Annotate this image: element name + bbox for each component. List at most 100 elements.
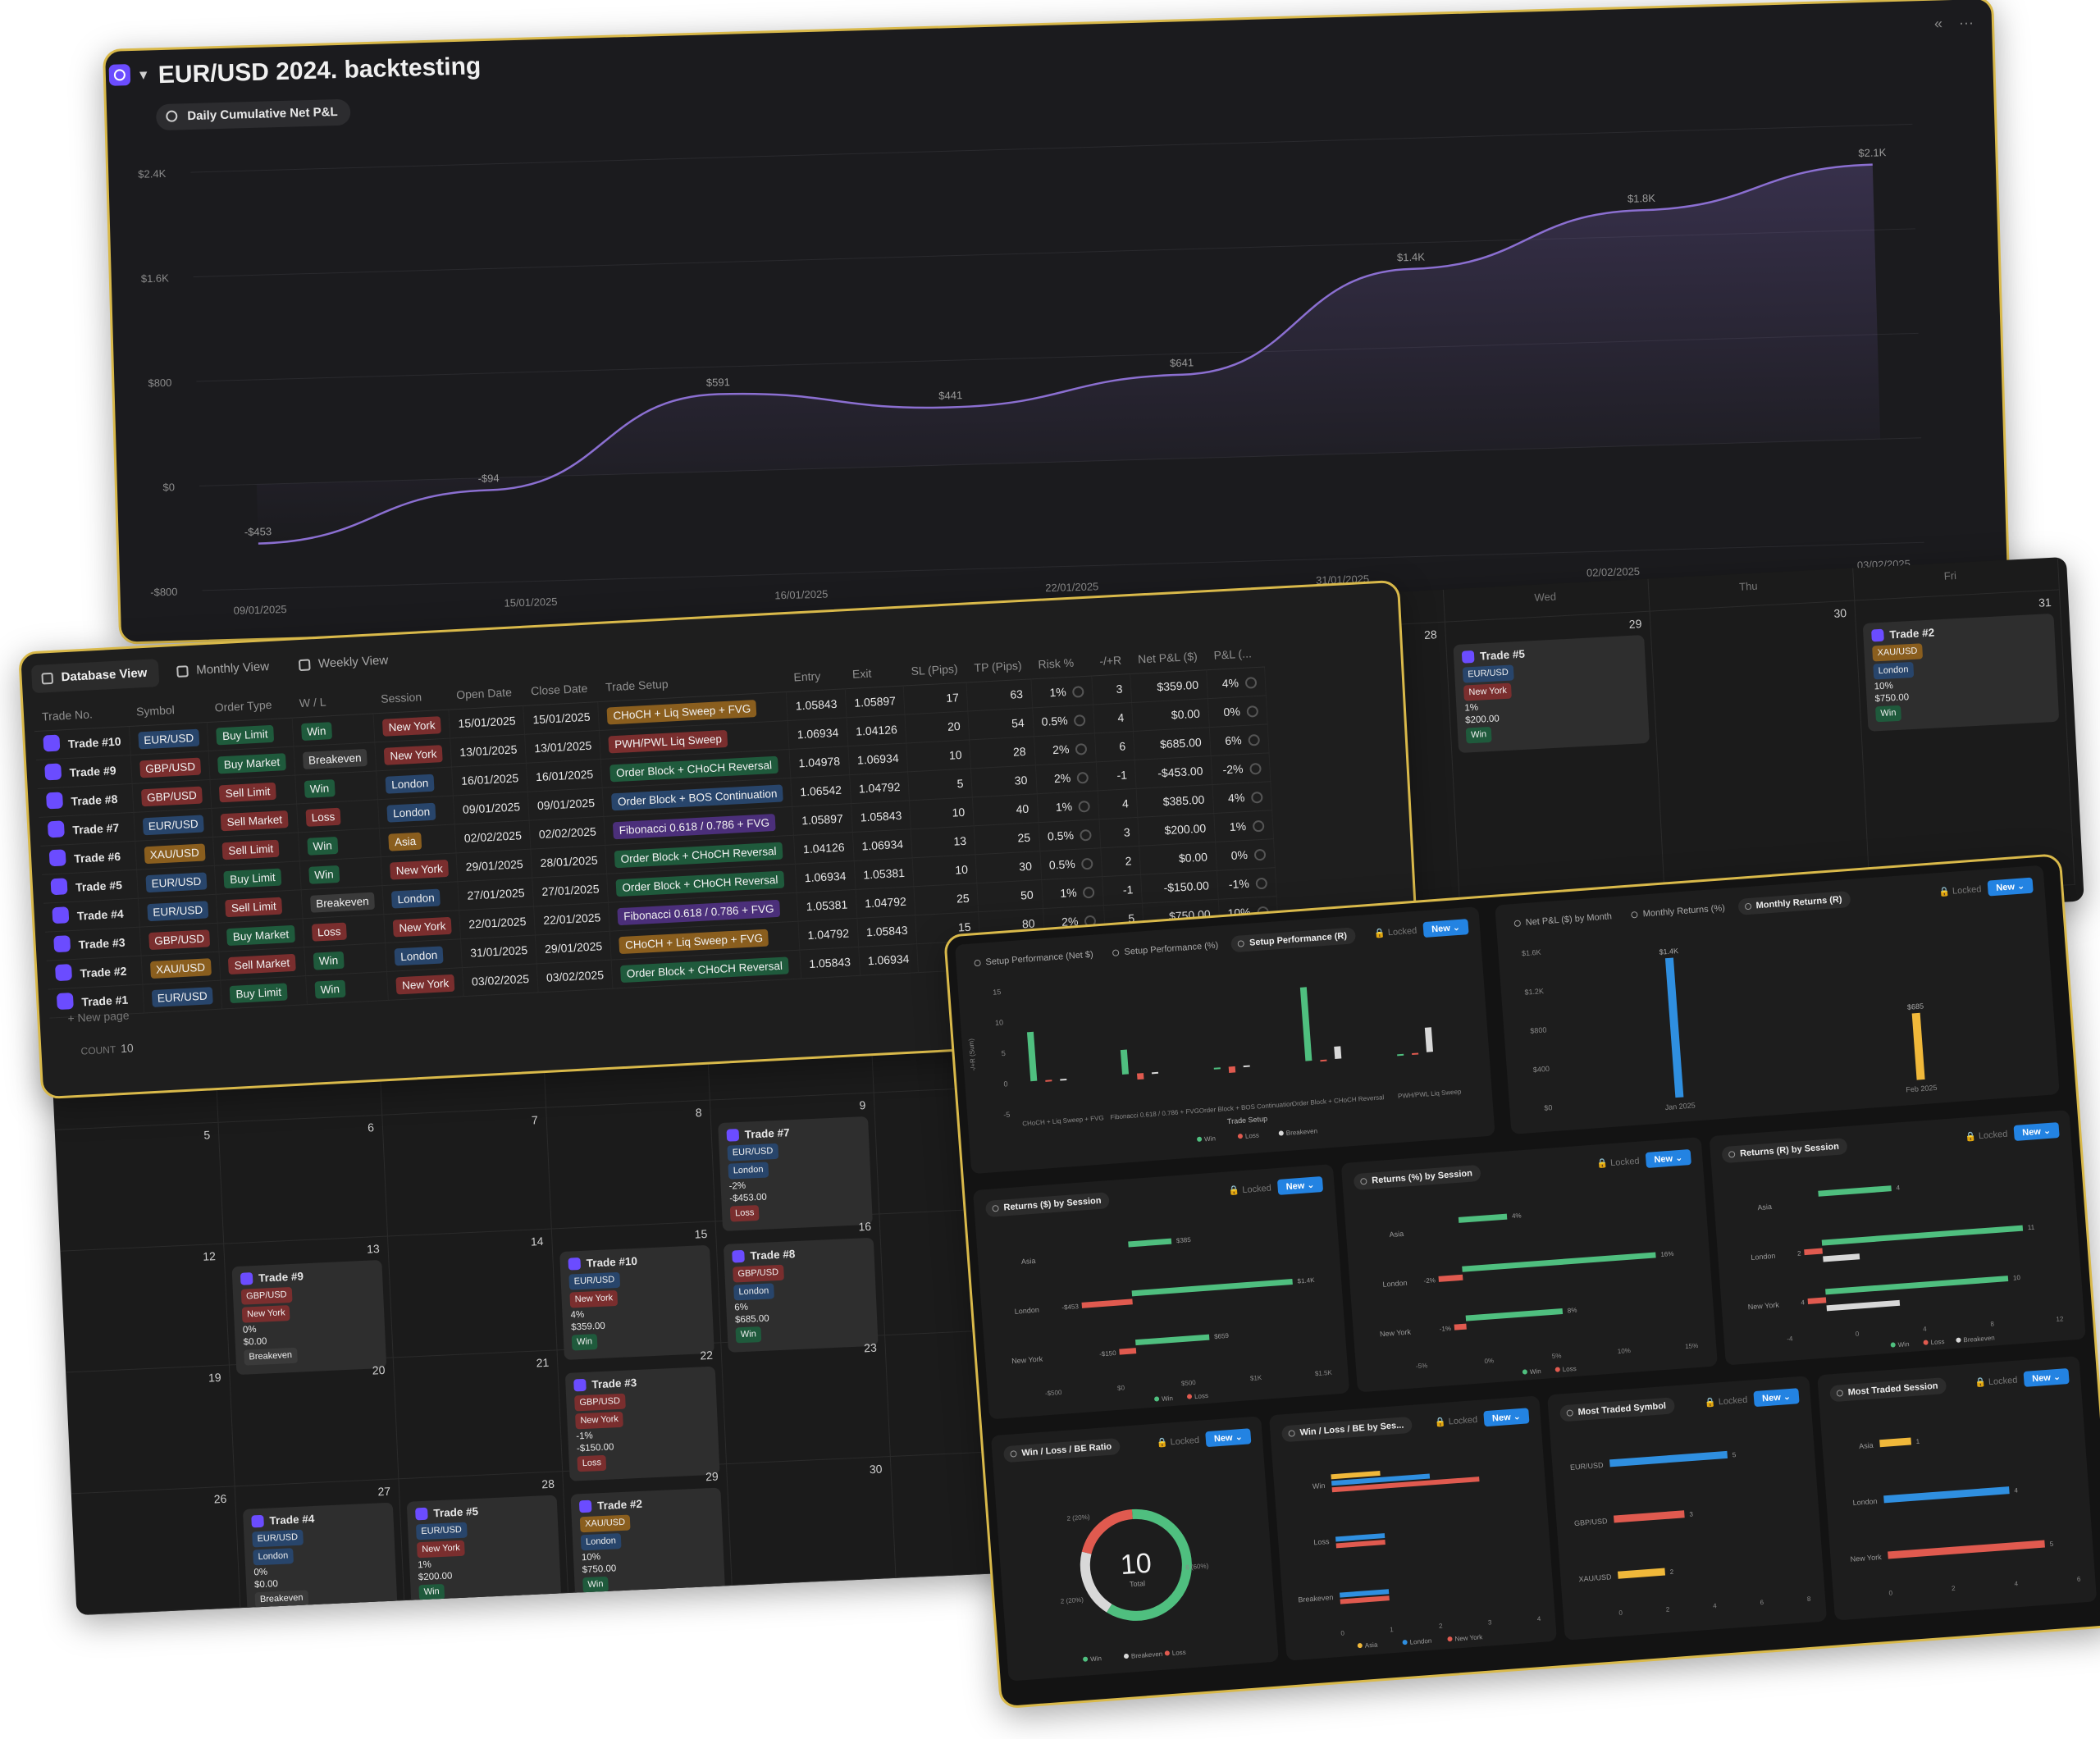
trade-name[interactable]: Trade #9 bbox=[44, 764, 116, 781]
count-value: 10 bbox=[120, 1041, 135, 1056]
chart-tab[interactable]: Returns ($) by Session bbox=[984, 1192, 1111, 1218]
new-button[interactable]: New ⌄ bbox=[1422, 919, 1469, 938]
pnl-percent: 0% bbox=[1230, 847, 1249, 862]
card-trade-name: Trade #10 bbox=[568, 1252, 702, 1270]
chart-tab[interactable]: Returns (R) by Session bbox=[1721, 1138, 1848, 1164]
entry-price: 1.04978 bbox=[789, 746, 850, 778]
chart-tab[interactable]: Win / Loss / BE Ratio bbox=[1002, 1437, 1121, 1463]
new-button[interactable]: New ⌄ bbox=[2023, 1367, 2070, 1387]
win-loss-tag: Breakeven bbox=[302, 748, 368, 769]
calendar-day-cell[interactable]: 9 Trade #7 EUR/USD London -2% -$453.00 Loss bbox=[710, 1093, 880, 1232]
trade-setup-tag: PWH/PWL Liq Sweep bbox=[608, 729, 728, 753]
calendar-day-cell[interactable]: 12 bbox=[60, 1244, 230, 1373]
trade-name[interactable]: Trade #6 bbox=[49, 850, 121, 867]
day-number: 28 bbox=[1423, 628, 1438, 642]
calendar-day-cell[interactable]: 22 Trade #3 GBP/USD New York -1% -$150.00 Loss bbox=[557, 1343, 728, 1481]
calendar-day-cell[interactable]: 29 Trade #5 EUR/USD New York 1% $200.00 Win bbox=[1445, 611, 1666, 918]
calendar-trade-card[interactable]: Trade #4 EUR/USD London 0% $0.00 Breakeven bbox=[242, 1502, 398, 1616]
calendar-day-cell[interactable]: 8 bbox=[546, 1100, 716, 1230]
tab-monthly-view[interactable]: Monthly View bbox=[166, 652, 281, 686]
calendar-trade-card[interactable]: Trade #2 XAU/USD London 10% $750.00 Win bbox=[570, 1487, 726, 1603]
session-tag: London bbox=[391, 888, 441, 909]
card-value: $750.00 bbox=[1874, 692, 1910, 705]
new-button[interactable]: New ⌄ bbox=[1277, 1175, 1324, 1195]
chart-tab[interactable]: Setup Performance (%) bbox=[1106, 937, 1227, 962]
order-type-tag: Sell Limit bbox=[219, 782, 276, 802]
calendar-day-cell[interactable]: 5 bbox=[54, 1122, 225, 1252]
calendar-day-cell[interactable]: 16 Trade #8 GBP/USD London 6% $685.00 Win bbox=[715, 1214, 886, 1353]
tab-weekly-view[interactable]: Weekly View bbox=[288, 646, 400, 680]
symbol-tag: GBP/USD bbox=[139, 757, 202, 778]
card-trade-name: Trade #3 bbox=[573, 1373, 708, 1391]
calendar-trade-card[interactable]: Trade #9 GBP/USD New York 0% $0.00 Breakeven bbox=[231, 1259, 387, 1376]
progress-ring-icon bbox=[1074, 714, 1086, 727]
risk-cell: 0.5% bbox=[1039, 847, 1103, 880]
calendar-day-cell[interactable]: 27 Trade #4 EUR/USD London 0% $0.00 Breakeven bbox=[235, 1479, 405, 1616]
legend-swatch bbox=[1890, 1342, 1896, 1348]
order-type-cell: Sell Limit bbox=[210, 775, 297, 809]
trade-name[interactable]: Trade #7 bbox=[48, 821, 120, 838]
trade-name[interactable]: Trade #3 bbox=[53, 936, 126, 953]
chart-tab[interactable]: Monthly Returns (R) bbox=[1737, 890, 1851, 915]
calendar-day-cell[interactable]: 29 Trade #2 XAU/USD London 10% $750.00 Win bbox=[563, 1464, 733, 1603]
bar bbox=[1151, 1071, 1159, 1075]
calendar-day-cell[interactable]: 13 Trade #9 GBP/USD New York 0% $0.00 Breakeve… bbox=[224, 1236, 394, 1376]
new-button[interactable]: New ⌄ bbox=[1753, 1388, 1800, 1408]
trade-name[interactable]: Trade #2 bbox=[55, 965, 127, 982]
chart-tab[interactable]: Net P&L ($) by Month bbox=[1507, 908, 1620, 933]
new-button[interactable]: New ⌄ bbox=[1987, 877, 2034, 897]
calendar-day-cell[interactable]: 7 bbox=[382, 1107, 552, 1237]
chart-tab[interactable]: Most Traded Symbol bbox=[1559, 1397, 1675, 1422]
calendar-trade-card[interactable]: Trade #3 GBP/USD New York -1% -$150.00 Loss bbox=[564, 1366, 720, 1481]
calendar-day-cell[interactable]: 26 bbox=[71, 1486, 241, 1616]
trade-name[interactable]: Trade #1 bbox=[57, 993, 129, 1011]
trade-name[interactable]: Trade #10 bbox=[43, 735, 121, 752]
chart-tab[interactable]: Monthly Returns (%) bbox=[1624, 899, 1733, 924]
column-header: P&L (... bbox=[1204, 638, 1265, 670]
locked-label: 🔒 Locked bbox=[1434, 1414, 1478, 1428]
new-button[interactable]: New ⌄ bbox=[2013, 1122, 2060, 1142]
chart-tab[interactable]: Most Traded Session bbox=[1829, 1376, 1947, 1403]
calendar-day-cell[interactable]: 28 Trade #5 EUR/USD New York 1% $200.00 Win bbox=[399, 1472, 568, 1610]
calendar-day-cell[interactable]: 30 bbox=[727, 1457, 897, 1586]
calendar-trade-card[interactable]: Trade #7 EUR/USD London -2% -$453.00 Loss bbox=[718, 1116, 873, 1232]
new-button[interactable]: New ⌄ bbox=[1483, 1408, 1530, 1427]
session-tag: New York bbox=[382, 715, 442, 737]
calendar-day-cell[interactable]: 14 bbox=[388, 1229, 558, 1358]
calendar-trade-card[interactable]: Trade #10 EUR/USD New York 4% $359.00 Win bbox=[559, 1244, 714, 1360]
calendar-trade-card[interactable]: Trade #5 EUR/USD New York 1% $200.00 Win bbox=[406, 1495, 562, 1610]
chart-toolbar: 🔒 Locked New ⌄ bbox=[1704, 1388, 1800, 1410]
tab-database-view[interactable]: Database View bbox=[30, 659, 160, 694]
calendar-trade-card[interactable]: Trade #2 XAU/USD London 10% $750.00 Win bbox=[1862, 613, 2060, 732]
calendar-day-cell[interactable]: 21 bbox=[393, 1350, 564, 1480]
risk-cell: 0.5% bbox=[1032, 704, 1095, 737]
card-tag: New York bbox=[569, 1289, 619, 1308]
calendar-day-cell[interactable]: 20 bbox=[229, 1358, 399, 1487]
card-value: $200.00 bbox=[1464, 714, 1500, 726]
trade-name[interactable]: Trade #8 bbox=[46, 792, 118, 810]
calendar-day-cell[interactable]: 31 Trade #2 XAU/USD London 10% $750.00 Win bbox=[1855, 590, 2075, 897]
chart-tab[interactable]: Setup Performance (R) bbox=[1230, 927, 1356, 953]
calendar-trade-card[interactable]: Trade #5 EUR/USD New York 1% $200.00 Win bbox=[1453, 635, 1650, 754]
legend-swatch bbox=[1197, 1136, 1203, 1142]
calendar-day-cell[interactable]: 6 bbox=[218, 1115, 389, 1244]
calendar-day-cell[interactable]: 23 bbox=[721, 1335, 891, 1465]
trade-name[interactable]: Trade #4 bbox=[52, 907, 125, 924]
trade-setup-tag: Order Block + CHoCH Reversal bbox=[615, 870, 784, 897]
y-tick-label: $0 bbox=[1544, 1103, 1553, 1112]
calendar-day-cell[interactable]: 30 bbox=[1650, 600, 1871, 907]
chart-toolbar: 🔒 Locked New ⌄ bbox=[1373, 919, 1469, 941]
calendar-day-cell[interactable]: 15 Trade #10 EUR/USD New York 4% $359.00 Win bbox=[551, 1221, 722, 1360]
trade-name[interactable]: Trade #5 bbox=[51, 879, 123, 896]
calendar-trade-card[interactable]: Trade #8 GBP/USD London 6% $685.00 Win bbox=[723, 1237, 879, 1353]
chart-toolbar: 🔒 Locked New ⌄ bbox=[1434, 1408, 1530, 1430]
chart-tab[interactable]: Returns (%) by Session bbox=[1353, 1164, 1481, 1191]
card-value: 6% bbox=[734, 1302, 749, 1313]
calendar-day-cell[interactable]: 19 bbox=[66, 1365, 235, 1495]
new-button[interactable]: New ⌄ bbox=[1645, 1149, 1691, 1168]
data-label: 11 bbox=[2028, 1224, 2035, 1232]
new-page-button[interactable]: + New page bbox=[67, 1008, 130, 1025]
category-label: Breakeven bbox=[1298, 1593, 1334, 1604]
pnl-percent-cell: 0% bbox=[1208, 695, 1268, 728]
new-button[interactable]: New ⌄ bbox=[1205, 1428, 1252, 1448]
